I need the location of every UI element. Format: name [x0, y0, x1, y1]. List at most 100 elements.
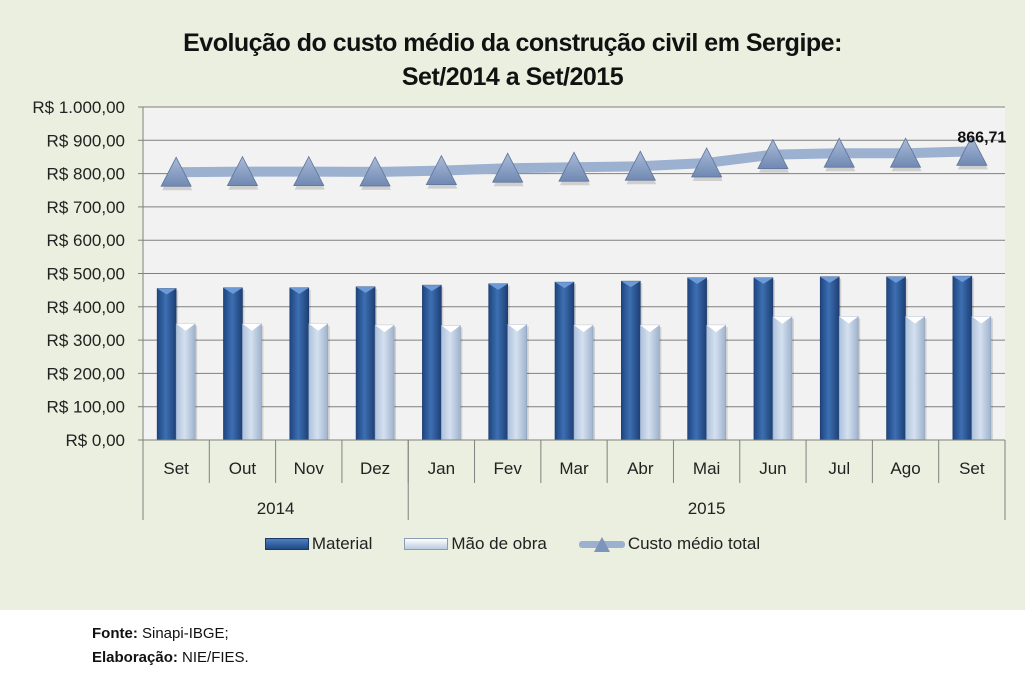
bar-material: [488, 283, 508, 441]
bar-material: [753, 277, 774, 441]
bar-material-bevel: [422, 285, 442, 292]
bar-material-bevel: [687, 277, 707, 284]
y-tick-label: R$ 500,00: [47, 265, 125, 284]
y-tick-label: R$ 900,00: [47, 131, 125, 150]
marker-triangle: [160, 156, 192, 187]
x-tick-label: Set: [959, 459, 985, 478]
x-tick-label: Out: [229, 459, 257, 478]
footer-source-label: Fonte:: [92, 625, 138, 642]
bar-material-bevel: [886, 276, 906, 283]
bar-mao-de-obra: [640, 324, 660, 441]
chart-legend: Material Mão de obra Custo médio total: [0, 532, 1025, 556]
chart-title: Evolução do custo médio da construção ci…: [0, 26, 1025, 94]
legend-label-custo-medio-total: Custo médio total: [627, 534, 761, 553]
y-tick-label: R$ 700,00: [47, 198, 125, 217]
legend-item-custo-medio-total: Custo médio total: [578, 534, 761, 554]
bar-mao-de-obra: [507, 324, 527, 441]
triangle-marker-icon: [593, 537, 610, 552]
bar-material: [554, 281, 575, 441]
x-tick-label: Ago: [890, 459, 920, 478]
bar-material: [886, 276, 906, 441]
bar-material-bevel: [356, 286, 376, 293]
bar-mao-de-obra-bevel: [905, 316, 925, 324]
bar-material-bevel: [952, 276, 972, 283]
bar-mao-de-obra: [175, 323, 196, 441]
x-tick-label: Mai: [693, 459, 720, 478]
bar-mao-de-obra: [308, 323, 329, 441]
marker-triangle: [293, 155, 325, 187]
bar-mao-de-obra: [441, 325, 461, 441]
y-tick-label: R$ 200,00: [47, 364, 125, 383]
bar-material: [952, 275, 973, 441]
data-label-last-value: 866,71: [957, 129, 1006, 146]
marker-triangle: [226, 155, 259, 187]
marker-triangle: [757, 138, 789, 170]
marker-triangle: [823, 137, 855, 168]
bar-material-bevel: [621, 281, 641, 288]
bar-mao-de-obra: [971, 316, 992, 441]
footer-credit-label: Elaboração:: [92, 649, 178, 666]
y-tick-label: R$ 300,00: [47, 331, 125, 350]
bar-material: [621, 280, 641, 441]
chart-title-line1: Evolução do custo médio da construção ci…: [183, 29, 842, 57]
bar-mao-de-obra-bevel: [971, 316, 991, 324]
footer-notes: Fonte: Sinapi-IBGE; Elaboração: NIE/FIES…: [92, 622, 249, 670]
marker-triangle: [359, 156, 391, 187]
marker-triangle: [690, 147, 723, 178]
chart-area: Evolução do custo médio da construção ci…: [0, 0, 1025, 610]
bar-mao-de-obra-bevel: [839, 316, 859, 324]
legend-swatch-mao-de-obra: [404, 538, 449, 550]
bar-mao-de-obra: [772, 316, 793, 441]
legend-item-material: Material: [264, 534, 372, 554]
x-tick-label: Abr: [627, 459, 654, 478]
year-group-label: 2015: [688, 499, 726, 518]
marker-triangle: [558, 151, 590, 182]
y-tick-label: R$ 400,00: [47, 298, 125, 317]
footer-source: Fonte: Sinapi-IBGE;: [92, 622, 249, 646]
y-tick-label: R$ 1.000,00: [32, 98, 125, 117]
bar-material: [289, 287, 310, 441]
footer-source-value: Sinapi-IBGE;: [137, 625, 229, 642]
bar-material-bevel: [820, 276, 840, 283]
x-tick-label: Jan: [428, 459, 455, 478]
year-group-label: 2014: [257, 499, 295, 518]
bar-mao-de-obra: [242, 323, 262, 441]
legend-swatch-material: [264, 538, 309, 550]
bar-material-bevel: [157, 288, 177, 295]
bar-mao-de-obra-bevel: [772, 316, 792, 324]
bar-material-bevel: [289, 287, 309, 294]
x-tick-label: Set: [163, 459, 189, 478]
y-tick-label: R$ 0,00: [65, 431, 125, 450]
bar-material: [687, 277, 707, 441]
marker-triangle: [956, 135, 988, 166]
bar-mao-de-obra-bevel: [308, 323, 328, 331]
legend-swatch-custo-medio-total: [578, 537, 625, 552]
footer-credit-value: NIE/FIES.: [177, 649, 249, 666]
bar-material: [819, 276, 840, 441]
chart-title-line2: Set/2014 a Set/2015: [401, 63, 624, 91]
bar-material-bevel: [488, 283, 508, 290]
bar-material-bevel: [223, 287, 243, 294]
y-tick-label: R$ 100,00: [47, 398, 125, 417]
legend-item-mao-de-obra: Mão de obra: [404, 534, 547, 554]
bar-mao-de-obra-bevel: [176, 323, 196, 331]
bar-mao-de-obra: [838, 316, 859, 441]
x-tick-label: Jul: [828, 459, 850, 478]
x-tick-label: Jun: [759, 459, 786, 478]
x-tick-label: Nov: [294, 459, 325, 478]
x-tick-label: Fev: [494, 459, 523, 478]
x-tick-label: Mar: [559, 459, 589, 478]
bar-mao-de-obra: [706, 324, 726, 441]
bar-mao-de-obra-bevel: [375, 325, 395, 333]
marker-triangle: [889, 137, 922, 168]
x-tick-label: Dez: [360, 459, 390, 478]
bar-material: [223, 287, 243, 441]
marker-triangle: [492, 152, 524, 183]
bar-mao-de-obra: [374, 324, 395, 441]
bar-mao-de-obra-bevel: [242, 323, 262, 331]
chart-plot: R$ 0,00 R$ 100,00 R$ 200,00 R$ 300,00 R$ 400…: [32, 98, 1006, 520]
y-tick-label: R$ 800,00: [47, 165, 125, 184]
bar-mao-de-obra-bevel: [574, 325, 593, 333]
bar-mao-de-obra: [905, 316, 925, 441]
y-tick-label: R$ 600,00: [47, 231, 125, 250]
